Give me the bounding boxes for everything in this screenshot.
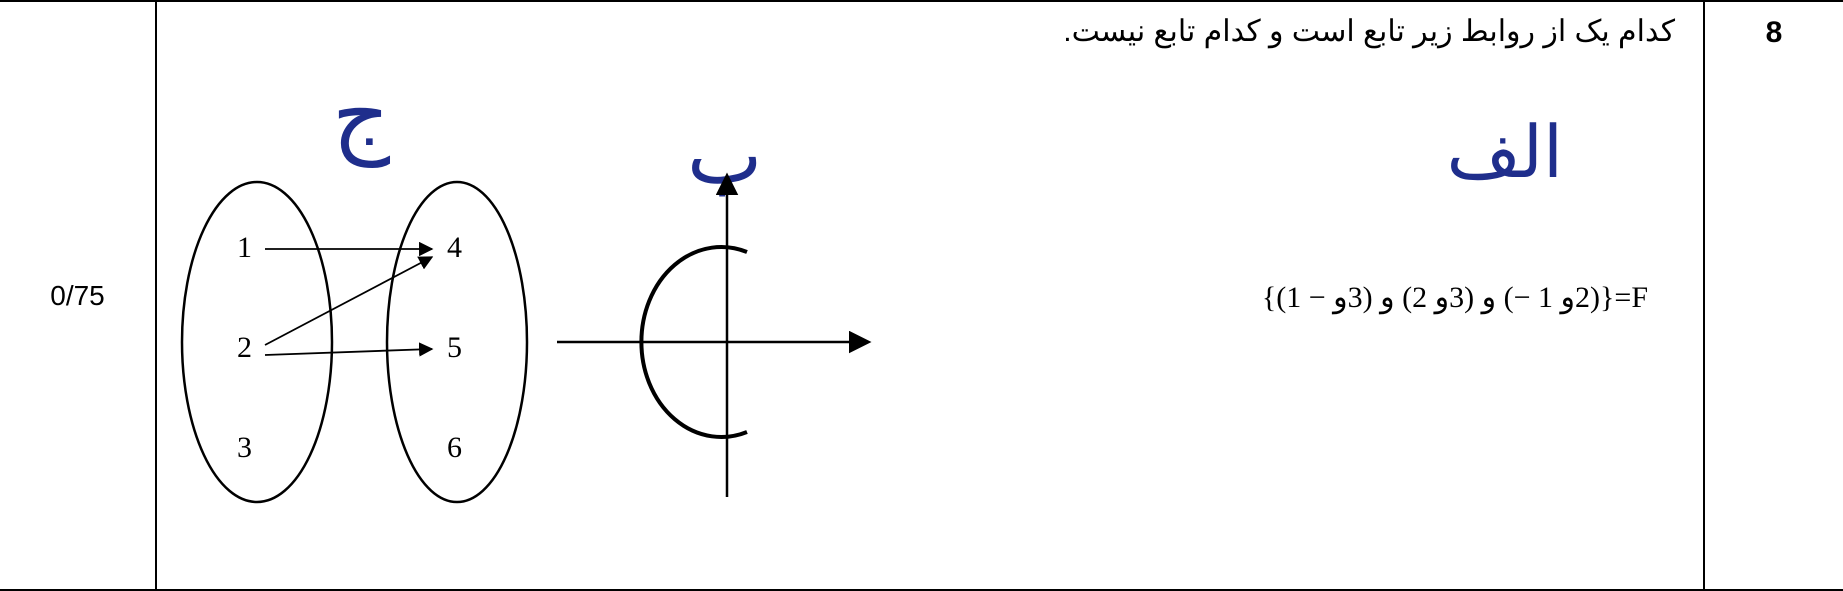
question-text: کدام یک از روابط زیر تابع است و کدام تاب… [1063, 14, 1675, 49]
part-jim-diagram: 1 2 3 4 5 6 [167, 157, 537, 527]
formula-prefix: F= [1614, 281, 1648, 314]
question-number: 8 [1766, 16, 1783, 49]
domain-el-1: 1 [237, 231, 252, 264]
codomain-el-6: 6 [447, 431, 462, 464]
part-be-graph [552, 152, 882, 512]
number-cell: 8 [1703, 2, 1843, 589]
domain-ellipse [182, 182, 332, 502]
score-cell: 0/75 [0, 2, 155, 589]
question-row: 0/75 کدام یک از روابط زیر تابع است و کدا… [0, 0, 1843, 591]
codomain-el-5: 5 [447, 331, 462, 364]
part-alef-label: الف [1447, 117, 1563, 189]
arrow-2-5 [265, 349, 432, 355]
domain-el-2: 2 [237, 331, 252, 364]
page: 0/75 کدام یک از روابط زیر تابع است و کدا… [0, 0, 1843, 591]
domain-el-3: 3 [237, 431, 252, 464]
codomain-el-4: 4 [447, 231, 462, 264]
score-value: 0/75 [50, 280, 105, 312]
formula-pairs: {(2و 1 −) و (3و 2) و (3و − 1)} [1262, 281, 1615, 314]
part-alef-formula: F={(2و 1 −) و (3و 2) و (3و − 1)} [1262, 280, 1648, 315]
part-jim-label: ج [332, 72, 390, 162]
arrow-2-4 [265, 257, 432, 345]
body-cell: کدام یک از روابط زیر تابع است و کدام تاب… [155, 2, 1703, 589]
